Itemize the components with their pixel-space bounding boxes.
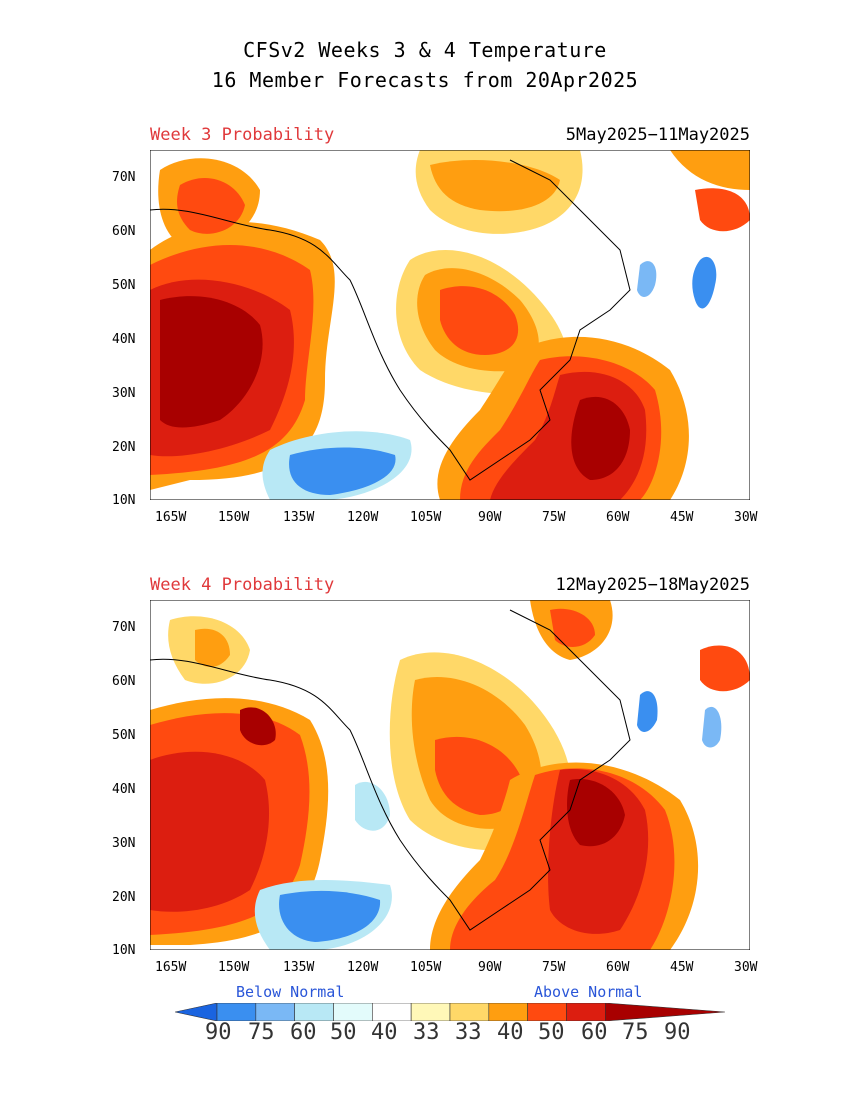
legend-number: 40 [371, 1020, 398, 1045]
p2-lon-120w: 120W [347, 960, 379, 975]
legend-swatch [527, 1003, 567, 1021]
p2-lon-60w: 60W [606, 960, 630, 975]
p2-lat-40n: 40N [112, 782, 136, 797]
p1-lon-75w: 75W [542, 510, 566, 525]
legend-number: 50 [330, 1020, 357, 1045]
legend-swatch [449, 1003, 490, 1021]
p2-lon-75w: 75W [542, 960, 566, 975]
legend-swatch [566, 1003, 606, 1021]
legend-color-bar [175, 1003, 725, 1021]
p2-lon-135w: 135W [283, 960, 315, 975]
p1-lat-10n: 10N [112, 493, 136, 508]
week4-probability-map [150, 600, 750, 950]
legend-number: 75 [622, 1020, 649, 1045]
legend-number: 75 [248, 1020, 275, 1045]
legend-number: 33 [413, 1020, 440, 1045]
p2-lon-150w: 150W [218, 960, 250, 975]
p2-lon-165w: 165W [155, 960, 187, 975]
p1-lat-70n: 70N [112, 170, 136, 185]
p1-lon-120w: 120W [347, 510, 379, 525]
p2-lon-30w: 30W [734, 960, 758, 975]
p2-lat-50n: 50N [112, 728, 136, 743]
p1-lon-60w: 60W [606, 510, 630, 525]
legend-left-arrow [175, 1003, 218, 1021]
legend-swatch [372, 1003, 412, 1021]
legend-number: 90 [205, 1020, 232, 1045]
p1-lon-165w: 165W [155, 510, 187, 525]
p2-lon-90w: 90W [478, 960, 502, 975]
p1-lat-50n: 50N [112, 278, 136, 293]
p1-lat-40n: 40N [112, 332, 136, 347]
legend-number: 60 [290, 1020, 317, 1045]
p2-lon-105w: 105W [410, 960, 442, 975]
legend-below-normal-label: Below Normal [236, 983, 345, 1001]
p1-lon-105w: 105W [410, 510, 442, 525]
legend-swatch [216, 1003, 257, 1021]
legend-right-arrow [604, 1003, 725, 1021]
panel1-dates: 5May2025−11May2025 [565, 125, 750, 145]
p1-lat-60n: 60N [112, 224, 136, 239]
panel1-label: Week 3 Probability [150, 125, 335, 145]
legend-swatch [410, 1003, 451, 1021]
legend-swatch [333, 1003, 373, 1021]
panel2-label: Week 4 Probability [150, 575, 335, 595]
panel2-dates: 12May2025−18May2025 [555, 575, 750, 595]
week3-probability-map [150, 150, 750, 500]
main-title-line2: 16 Member Forecasts from 20Apr2025 [211, 68, 639, 92]
legend-number: 33 [455, 1020, 482, 1045]
legend-above-normal-label: Above Normal [534, 983, 643, 1001]
p1-lon-150w: 150W [218, 510, 250, 525]
p1-lat-20n: 20N [112, 440, 136, 455]
legend-number: 40 [497, 1020, 524, 1045]
p2-lat-20n: 20N [112, 890, 136, 905]
legend-swatch [294, 1003, 334, 1021]
p1-lat-30n: 30N [112, 386, 136, 401]
p2-lat-30n: 30N [112, 836, 136, 851]
p1-lon-45w: 45W [670, 510, 694, 525]
p2-lat-10n: 10N [112, 943, 136, 958]
p2-lat-70n: 70N [112, 620, 136, 635]
legend-swatch [255, 1003, 295, 1021]
p2-lon-45w: 45W [670, 960, 694, 975]
legend-swatch [488, 1003, 528, 1021]
p1-lon-135w: 135W [283, 510, 315, 525]
p2-lat-60n: 60N [112, 674, 136, 689]
legend-number: 50 [538, 1020, 565, 1045]
legend-number: 90 [664, 1020, 691, 1045]
p1-lon-30w: 30W [734, 510, 758, 525]
p1-lon-90w: 90W [478, 510, 502, 525]
legend-number: 60 [581, 1020, 608, 1045]
main-title-line1: CFSv2 Weeks 3 & 4 Temperature [243, 38, 607, 62]
